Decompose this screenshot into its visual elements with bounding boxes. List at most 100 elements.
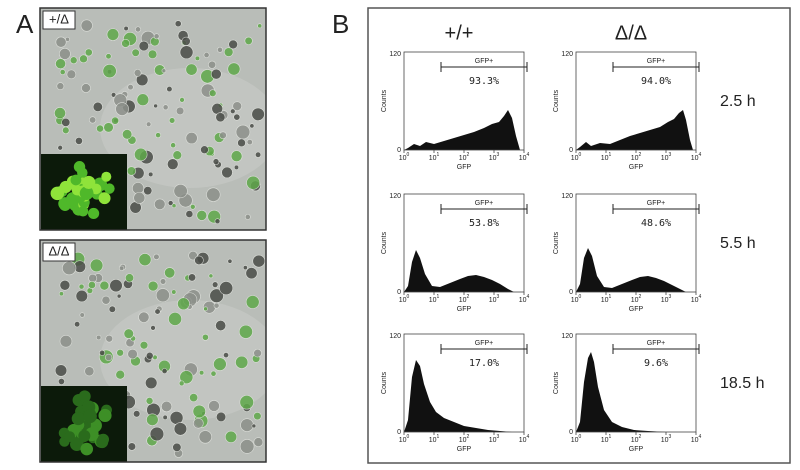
cell <box>127 84 134 91</box>
tick-exponent: 2 <box>639 152 642 158</box>
tick-base: 10 <box>459 155 467 162</box>
cell <box>253 411 262 421</box>
time-label: 2.5 h <box>720 93 756 110</box>
cell <box>135 26 141 33</box>
x-tick-label: 104 <box>519 294 530 304</box>
cell <box>175 106 185 116</box>
cell <box>208 273 214 279</box>
y-tick-label: 120 <box>561 333 573 340</box>
cell <box>219 281 234 296</box>
inset-cell <box>79 186 94 201</box>
genotype-label: Δ/Δ <box>49 243 70 258</box>
x-tick-label: 103 <box>661 152 672 162</box>
x-tick-label: 102 <box>631 152 642 162</box>
cell <box>174 20 182 28</box>
cell <box>230 108 236 114</box>
y-tick-label: 0 <box>397 429 401 436</box>
cell <box>166 86 173 93</box>
tick-base: 10 <box>661 155 669 162</box>
gate-label: GFP+ <box>647 200 665 207</box>
tick-exponent: 1 <box>437 434 440 440</box>
tick-exponent: 3 <box>669 294 672 300</box>
cell <box>143 186 153 196</box>
x-tick-label: 102 <box>631 434 642 444</box>
cell <box>75 136 83 145</box>
label-box <box>42 10 76 30</box>
cell <box>203 52 210 59</box>
y-axis-label: Counts <box>553 371 560 394</box>
tick-base: 10 <box>519 155 527 162</box>
cell <box>219 131 227 140</box>
tick-exponent: 4 <box>527 152 530 158</box>
cell <box>232 101 242 111</box>
cell <box>227 62 241 76</box>
cell <box>145 397 154 405</box>
label-box <box>42 242 76 262</box>
micrograph: Δ/Δ <box>39 239 267 463</box>
x-tick-label: 100 <box>571 294 582 304</box>
cell <box>245 267 258 280</box>
x-tick-label: 103 <box>661 434 672 444</box>
inset-cell <box>82 175 96 189</box>
cell <box>138 40 150 52</box>
cell <box>257 23 263 29</box>
cell <box>121 129 133 140</box>
cell <box>224 430 238 443</box>
cell <box>217 46 223 53</box>
tick-base: 10 <box>489 437 497 444</box>
cell <box>246 175 261 190</box>
y-tick-label: 120 <box>389 333 401 340</box>
cell <box>66 69 77 80</box>
tick-exponent: 4 <box>699 152 702 158</box>
y-tick-label: 120 <box>389 193 401 200</box>
genotype-label: +/Δ <box>49 11 69 26</box>
tick-exponent: 0 <box>407 294 410 300</box>
cell <box>87 281 96 289</box>
histogram-shape <box>576 248 686 292</box>
shade <box>100 300 266 420</box>
cell <box>115 369 125 380</box>
y-axis-label: Counts <box>381 89 388 112</box>
cell <box>96 124 104 133</box>
x-tick-label: 102 <box>459 294 470 304</box>
tick-base: 10 <box>631 155 639 162</box>
cell <box>99 349 106 356</box>
x-tick-label: 102 <box>459 434 470 444</box>
tick-base: 10 <box>631 297 639 304</box>
x-axis-label: GFP <box>457 446 472 453</box>
cell <box>173 422 188 436</box>
tick-base: 10 <box>571 297 579 304</box>
inset-cell <box>50 186 65 201</box>
cell <box>208 60 217 69</box>
gate-label: GFP+ <box>647 58 665 65</box>
cell <box>252 254 266 268</box>
tick-exponent: 4 <box>699 294 702 300</box>
cell <box>127 442 137 451</box>
cell <box>116 293 122 299</box>
y-axis-label: Counts <box>553 89 560 112</box>
cell <box>57 378 65 385</box>
cell <box>227 258 233 264</box>
cell <box>233 164 240 170</box>
inset-cell <box>70 437 84 451</box>
cell <box>56 82 65 91</box>
tick-base: 10 <box>601 297 609 304</box>
x-tick-label: 104 <box>691 294 702 304</box>
tick-base: 10 <box>691 437 699 444</box>
x-tick-label: 103 <box>661 294 672 304</box>
tick-exponent: 3 <box>497 434 500 440</box>
tick-base: 10 <box>631 437 639 444</box>
inset-cell <box>83 409 97 424</box>
tick-base: 10 <box>489 155 497 162</box>
cell <box>155 288 170 303</box>
cell <box>79 54 88 64</box>
inset-cell <box>77 206 89 217</box>
micrograph: +/Δ <box>39 7 267 231</box>
cell <box>111 116 120 125</box>
cell <box>161 400 173 413</box>
cell <box>55 36 67 48</box>
x-tick-label: 102 <box>631 294 642 304</box>
cell <box>149 426 165 442</box>
